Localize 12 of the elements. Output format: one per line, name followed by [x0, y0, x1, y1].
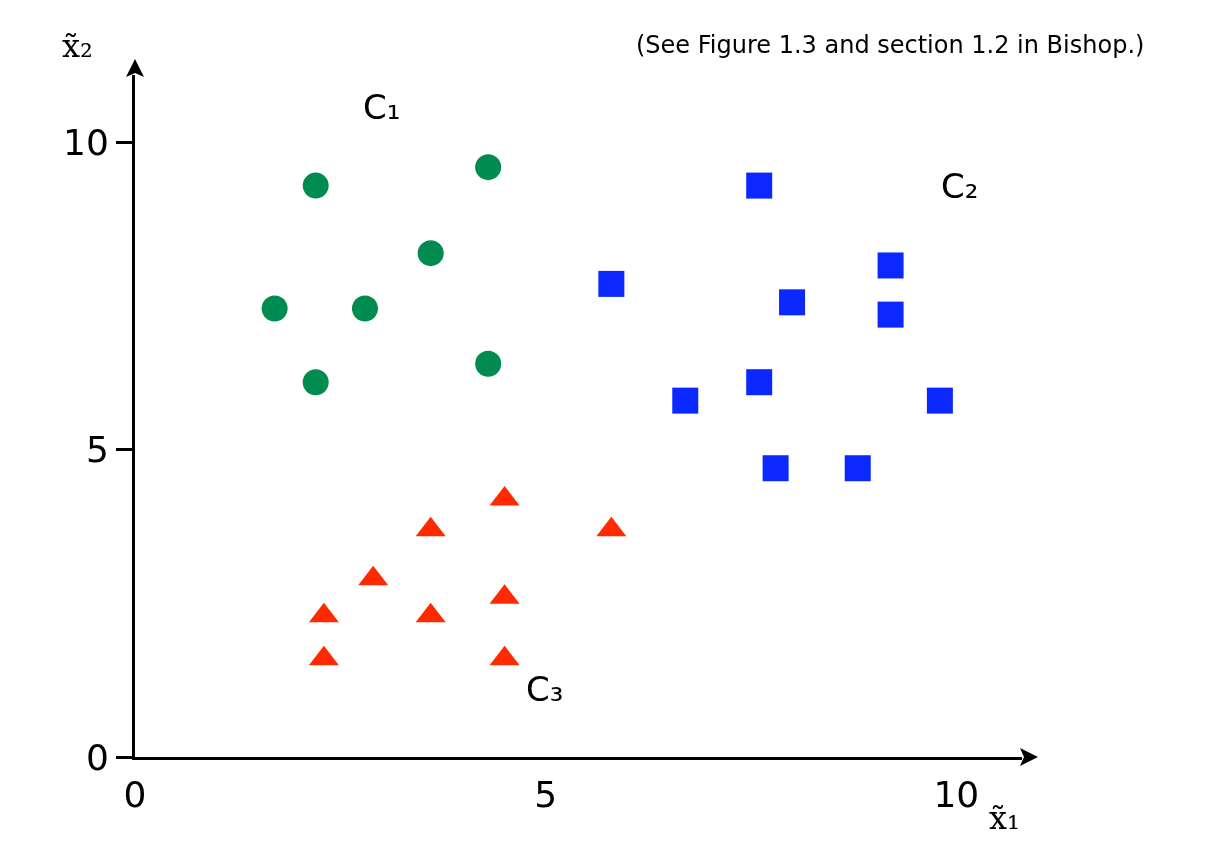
x-tick-label: 0 [123, 774, 147, 816]
text: (See Figure 1.3 and section 1.2 in Bishop.) [636, 31, 1145, 59]
x-axis-title: x̃₁ [989, 799, 1020, 837]
series-label: C₁ [363, 87, 401, 127]
series-label: C₂ [941, 166, 979, 206]
x-tick-label: 10 [933, 774, 980, 816]
y-tick-label: 0 [85, 736, 109, 778]
x-tick-label: 5 [534, 774, 558, 816]
y-axis-title: x̃₂ [62, 27, 93, 65]
y-tick-label: 5 [85, 429, 109, 471]
y-tick-label: 10 [62, 122, 109, 164]
series-label: C₃ [526, 669, 564, 709]
